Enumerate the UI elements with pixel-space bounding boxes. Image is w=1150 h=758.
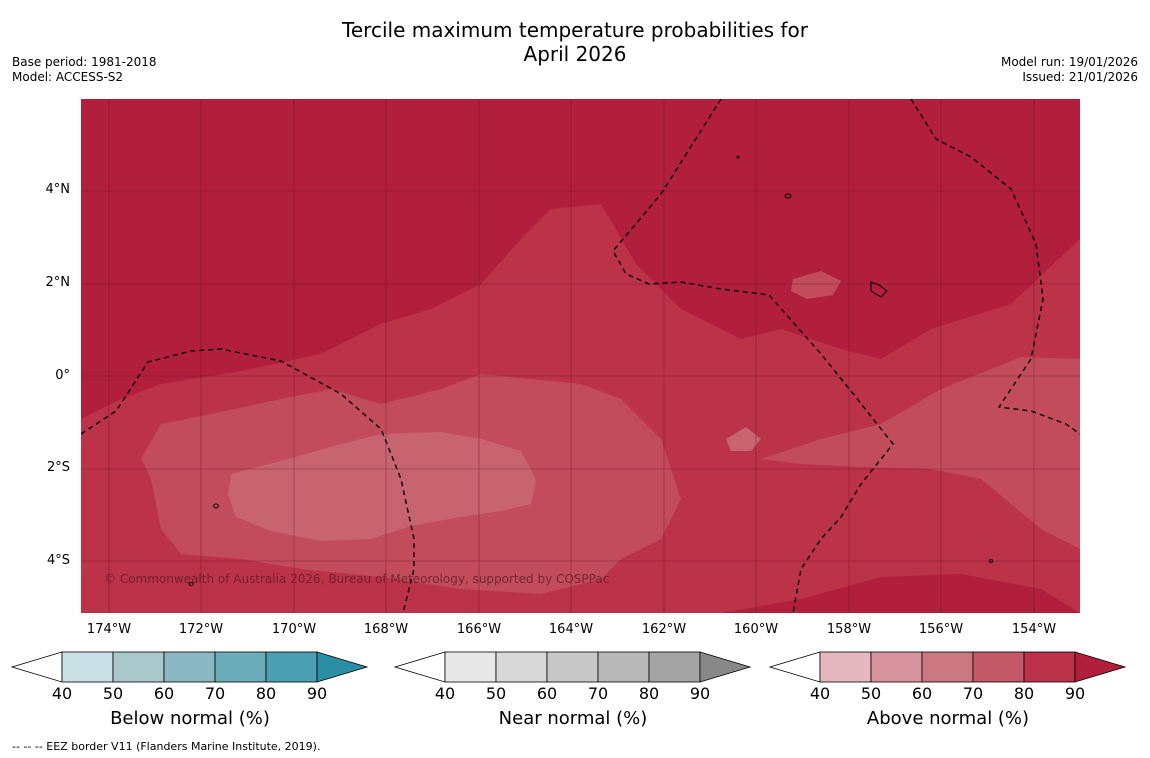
colorbar-above-title: Above normal (%)	[866, 708, 1030, 729]
lat-label-2n: 2°N	[45, 275, 71, 290]
tick: 40	[51, 684, 73, 703]
lon-label-172w: 172°W	[178, 622, 224, 637]
tick: 40	[434, 684, 456, 703]
colorbar-above-seg-4	[972, 651, 1025, 683]
colorbar-below-seg-0	[10, 651, 63, 683]
map-title: Tercile maximum temperature probabilitie…	[0, 18, 1150, 66]
eez-border-west	[81, 348, 415, 613]
eez-borders	[81, 99, 1080, 613]
lon-label-166w: 166°W	[456, 622, 502, 637]
colorbar-near-seg-6	[699, 651, 752, 683]
tick: 70	[204, 684, 226, 703]
region-above-50-60-spot	[726, 427, 761, 451]
tick: 50	[860, 684, 882, 703]
colorbar-above-seg-5	[1023, 651, 1076, 683]
tick: 90	[306, 684, 328, 703]
colorbar-near-seg-5	[648, 651, 701, 683]
colorbar-below	[10, 651, 369, 683]
colorbar-below-seg-1	[61, 651, 114, 683]
lat-label-2s: 2°S	[46, 460, 70, 475]
colorbar-above-seg-0	[768, 651, 821, 683]
colorbar-below-seg-3	[163, 651, 216, 683]
region-above-50-60	[228, 432, 536, 541]
islands	[188, 155, 993, 586]
lat-label-4n: 4°N	[45, 182, 71, 197]
colorbar-above	[768, 651, 1127, 683]
map-svg	[81, 99, 1080, 613]
island-6	[736, 155, 740, 159]
lon-label-174w: 174°W	[86, 622, 132, 637]
lon-label-162w: 162°W	[641, 622, 687, 637]
colorbar-below-title: Below normal (%)	[110, 708, 270, 729]
colorbar-near-title: Near normal (%)	[498, 708, 648, 729]
tick: 80	[255, 684, 277, 703]
tick: 80	[1013, 684, 1035, 703]
lon-label-158w: 158°W	[826, 622, 872, 637]
island-2	[870, 281, 888, 298]
tick: 40	[809, 684, 831, 703]
lon-label-168w: 168°W	[363, 622, 409, 637]
lat-label-0: 0°	[55, 368, 70, 383]
island-5	[989, 559, 993, 563]
colorbar-near-seg-2	[495, 651, 548, 683]
colorbar-near-seg-1	[444, 651, 497, 683]
model-name: Model: ACCESS-S2	[12, 70, 124, 84]
lon-label-156w: 156°W	[918, 622, 964, 637]
tick: 60	[536, 684, 558, 703]
tick: 60	[911, 684, 933, 703]
lon-label-170w: 170°W	[271, 622, 317, 637]
tick: 50	[485, 684, 507, 703]
colorbar-above-seg-6	[1074, 651, 1127, 683]
map-title-line1: Tercile maximum temperature probabilitie…	[342, 18, 808, 42]
colorbar-above-seg-2	[870, 651, 923, 683]
tick: 60	[153, 684, 175, 703]
colorbar-below-seg-4	[214, 651, 267, 683]
tick: 50	[102, 684, 124, 703]
meta-left: Base period: 1981-2018 Model: ACCESS-S2	[12, 55, 157, 85]
island-3	[213, 503, 219, 509]
colorbar-below-seg-6	[316, 651, 369, 683]
island-4	[188, 582, 194, 586]
lon-label-154w: 154°W	[1011, 622, 1057, 637]
lon-label-164w: 164°W	[548, 622, 594, 637]
colorbar-below-seg-2	[112, 651, 165, 683]
issued-date: Issued: 21/01/2026	[1022, 70, 1138, 84]
tick: 80	[638, 684, 660, 703]
region-above-60-70-north	[791, 271, 841, 299]
colorbar-near	[393, 651, 752, 683]
colorbar-near-seg-4	[597, 651, 650, 683]
eez-footnote: -- -- -- EEZ border V11 (Flanders Marine…	[12, 740, 321, 753]
copyright-watermark: © Commonwealth of Australia 2026, Bureau…	[104, 572, 610, 586]
tick: 70	[587, 684, 609, 703]
base-period: Base period: 1981-2018	[12, 55, 157, 69]
colorbar-above-seg-1	[819, 651, 872, 683]
tick: 70	[962, 684, 984, 703]
eez-border-central	[612, 99, 894, 613]
meta-right: Model run: 19/01/2026 Issued: 21/01/2026	[1001, 55, 1138, 85]
model-run: Model run: 19/01/2026	[1000, 55, 1138, 69]
grid-lines	[81, 99, 1080, 613]
colorbar-below-seg-5	[265, 651, 318, 683]
colorbar-above-seg-3	[921, 651, 974, 683]
map-title-line2: April 2026	[523, 42, 627, 66]
probability-map	[81, 99, 1080, 613]
tick: 90	[1064, 684, 1086, 703]
island-1	[784, 193, 792, 199]
eez-border-east	[910, 99, 1080, 435]
colorbar-near-seg-0	[393, 651, 446, 683]
lat-label-4s: 4°S	[46, 553, 70, 568]
colorbar-near-seg-3	[546, 651, 599, 683]
lon-label-160w: 160°W	[733, 622, 779, 637]
tick: 90	[689, 684, 711, 703]
